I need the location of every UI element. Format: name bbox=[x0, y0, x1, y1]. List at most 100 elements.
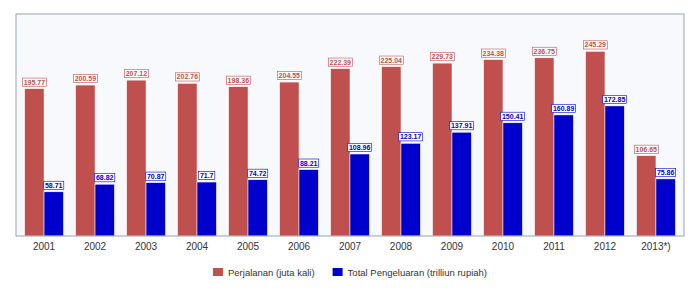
bar bbox=[25, 89, 44, 236]
data-label: 68.82 bbox=[96, 174, 114, 181]
x-tick-label: 2009 bbox=[441, 241, 464, 252]
legend-label: Total Pengeluaran (trilliun rupiah) bbox=[348, 267, 487, 278]
data-label-group: 198.36 bbox=[226, 76, 250, 84]
data-label-group: 245.29 bbox=[583, 41, 607, 49]
data-label: 234.38 bbox=[483, 50, 505, 57]
data-label-group: 108.96 bbox=[348, 143, 372, 151]
data-label-group: 70.87 bbox=[146, 172, 166, 180]
data-label: 225.04 bbox=[381, 57, 403, 64]
x-tick-label: 2013*) bbox=[641, 241, 670, 252]
data-label: 74.72 bbox=[249, 170, 267, 177]
x-tick-label: 2008 bbox=[390, 241, 413, 252]
bar bbox=[76, 85, 95, 236]
bar bbox=[248, 180, 267, 236]
data-label: 204.55 bbox=[279, 72, 301, 79]
bar bbox=[554, 115, 573, 236]
data-label-box bbox=[379, 56, 403, 64]
bar bbox=[146, 183, 165, 236]
plot-frame bbox=[16, 14, 684, 236]
x-tick-label: 2012 bbox=[594, 241, 617, 252]
data-label-group: 150.41 bbox=[501, 112, 525, 120]
x-tick-label: 2007 bbox=[339, 241, 362, 252]
data-label-group: 172.85 bbox=[603, 95, 627, 103]
data-label-group: 202.76 bbox=[175, 73, 199, 81]
data-label-box bbox=[603, 95, 627, 103]
data-label-group: 229.73 bbox=[430, 53, 454, 61]
data-label-group: 88.21 bbox=[299, 159, 319, 167]
data-label-box bbox=[501, 112, 525, 120]
data-label-box bbox=[299, 159, 319, 167]
data-label-box bbox=[124, 70, 148, 78]
bar bbox=[299, 170, 318, 236]
data-label-box bbox=[481, 49, 505, 57]
data-label: 222.39 bbox=[330, 59, 352, 66]
data-label-group: 68.82 bbox=[95, 174, 115, 182]
data-label: 137.91 bbox=[451, 122, 473, 129]
legend: Perjalanan (juta kali) Total Pengeluaran … bbox=[213, 267, 487, 278]
legend-item: Total Pengeluaran (trilliun rupiah) bbox=[333, 267, 487, 278]
data-label: 58.71 bbox=[45, 182, 63, 189]
data-label-box bbox=[199, 171, 215, 179]
bar bbox=[44, 192, 63, 236]
data-label-group: 137.91 bbox=[450, 122, 474, 130]
data-labels: 195.77 200.59 207.12 202.76 198.36 204.55 222.… bbox=[22, 41, 675, 190]
bar bbox=[229, 87, 248, 236]
x-tick-label: 2002 bbox=[84, 241, 107, 252]
data-label: 75.86 bbox=[657, 169, 675, 176]
data-label: 200.59 bbox=[75, 75, 97, 82]
data-label-group: 123.17 bbox=[399, 133, 423, 141]
data-label: 236.75 bbox=[534, 48, 556, 55]
data-label: 195.77 bbox=[24, 79, 46, 86]
chart-container: 195.77 200.59 207.12 202.76 198.36 204.55 222.… bbox=[0, 0, 700, 301]
data-label: 172.85 bbox=[604, 96, 626, 103]
legend-swatch bbox=[213, 268, 223, 276]
data-label-box bbox=[226, 76, 250, 84]
x-tick-label: 2006 bbox=[288, 241, 311, 252]
data-label-box bbox=[73, 74, 97, 82]
x-tick-label: 2005 bbox=[237, 241, 260, 252]
data-label-group: 234.38 bbox=[481, 49, 505, 57]
data-label-group: 74.72 bbox=[248, 169, 268, 177]
bar bbox=[280, 82, 299, 236]
bar bbox=[178, 83, 197, 236]
data-label-group: 75.86 bbox=[656, 168, 676, 176]
x-tick-label: 2001 bbox=[33, 241, 56, 252]
data-label-box bbox=[22, 78, 46, 86]
data-label-group: 236.75 bbox=[532, 47, 556, 55]
data-label: 108.96 bbox=[349, 144, 371, 151]
bar bbox=[350, 154, 369, 236]
data-label: 150.41 bbox=[502, 113, 524, 120]
data-label: 88.21 bbox=[300, 160, 318, 167]
data-label-group: 200.59 bbox=[73, 74, 97, 82]
legend-swatch bbox=[333, 268, 343, 276]
data-label-group: 225.04 bbox=[379, 56, 403, 64]
data-label: 245.29 bbox=[585, 41, 607, 48]
data-label-group: 195.77 bbox=[22, 78, 46, 86]
bar bbox=[127, 80, 146, 236]
data-label-box bbox=[583, 41, 607, 49]
data-label-group: 222.39 bbox=[328, 58, 352, 66]
bar bbox=[382, 67, 401, 236]
bar bbox=[605, 106, 624, 236]
bar bbox=[637, 156, 656, 236]
x-tick-label: 2004 bbox=[186, 241, 209, 252]
data-label-box bbox=[248, 169, 268, 177]
data-label-box bbox=[44, 181, 64, 189]
data-label: 202.76 bbox=[177, 73, 199, 80]
data-label-box bbox=[430, 53, 454, 61]
data-label: 71.7 bbox=[200, 172, 214, 179]
bar bbox=[656, 179, 675, 236]
chart-svg: 195.77 200.59 207.12 202.76 198.36 204.55 222.… bbox=[0, 0, 700, 301]
bar bbox=[586, 51, 605, 236]
data-label-box bbox=[348, 143, 372, 151]
bar bbox=[503, 123, 522, 236]
bar bbox=[433, 63, 452, 236]
data-label: 207.12 bbox=[126, 70, 148, 77]
bars bbox=[25, 51, 676, 236]
data-label-group: 71.7 bbox=[199, 171, 215, 179]
legend-label: Perjalanan (juta kali) bbox=[228, 267, 315, 278]
x-tick-label: 2011 bbox=[543, 241, 565, 252]
bar bbox=[452, 132, 471, 236]
data-label-box bbox=[277, 71, 301, 79]
data-label: 106.65 bbox=[636, 146, 658, 153]
